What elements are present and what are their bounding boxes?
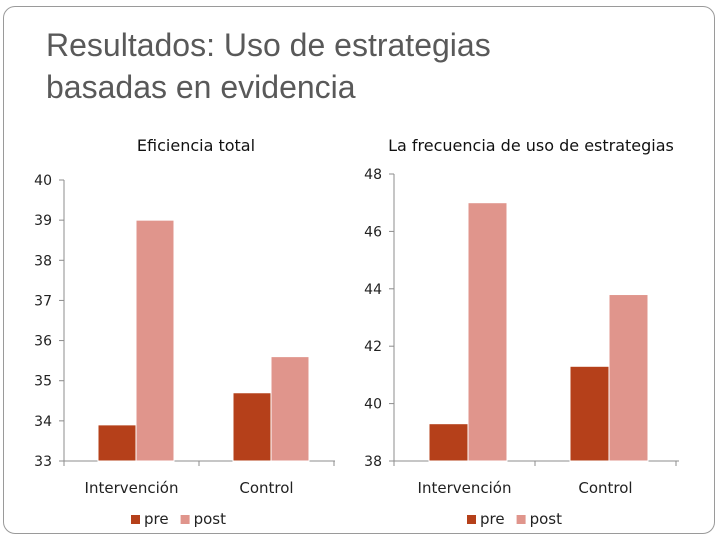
chart1-legend-swatch-pre (131, 515, 140, 524)
chart1-y-tick-label: 39 (34, 213, 52, 229)
chart1-category-label: Intervención (85, 479, 179, 497)
chart2-y-tick-label: 38 (364, 454, 382, 470)
chart2-legend-swatch-pre (467, 515, 476, 524)
slide-title-line-2: basadas en evidencia (46, 69, 356, 105)
chart2-bar-post-intervencion (467, 202, 508, 462)
chart1-bar-pre-intervencion (97, 424, 137, 462)
chart2-y-tick-label: 48 (364, 167, 382, 183)
chart2-y-tick-label: 44 (364, 282, 382, 298)
chart2-category-label: Intervención (418, 479, 512, 497)
chart2-bar-pre-control (569, 365, 610, 462)
chart1-legend-label-pre: pre (144, 510, 169, 528)
chart1-bar-post-control (270, 356, 310, 462)
chart2-category-label: Control (578, 479, 632, 497)
chart1-y-tick-label: 36 (34, 334, 52, 350)
chart1-legend-swatch-post (180, 515, 190, 524)
chart1-y-tick-label: 33 (34, 454, 52, 470)
slide-frame (3, 6, 715, 534)
chart1-y-tick-label: 37 (34, 293, 52, 309)
chart1-y-tick-label: 35 (34, 374, 52, 390)
chart1-bar-post-intervencion (135, 219, 175, 462)
chart1-title: Eficiencia total (137, 136, 255, 155)
slide-title-line-1: Resultados: Uso de estrategias (46, 27, 491, 63)
chart2-y-tick-label: 46 (364, 224, 382, 240)
chart1-y-tick-label: 38 (34, 253, 52, 269)
chart1-category-label: Control (239, 479, 293, 497)
chart2-y-tick-label: 42 (364, 339, 382, 355)
slide-title: Resultados: Uso de estrategias basadas e… (46, 24, 666, 108)
chart1-y-tick-label: 40 (34, 173, 52, 189)
chart2-title: La frecuencia de uso de estrategias (388, 136, 674, 155)
chart1-y-tick-label: 34 (34, 414, 52, 430)
chart2-bar-pre-intervencion (428, 423, 469, 462)
chart2-y-tick-label: 40 (364, 397, 382, 413)
chart2-legend-swatch-post (516, 515, 526, 524)
chart2-legend-label-pre: pre (480, 510, 505, 528)
chart2-bar-post-control (608, 294, 649, 462)
chart1-legend-label-post: post (194, 510, 227, 528)
chart2-legend-label-post: post (530, 510, 563, 528)
chart1-bar-pre-control (232, 392, 272, 462)
